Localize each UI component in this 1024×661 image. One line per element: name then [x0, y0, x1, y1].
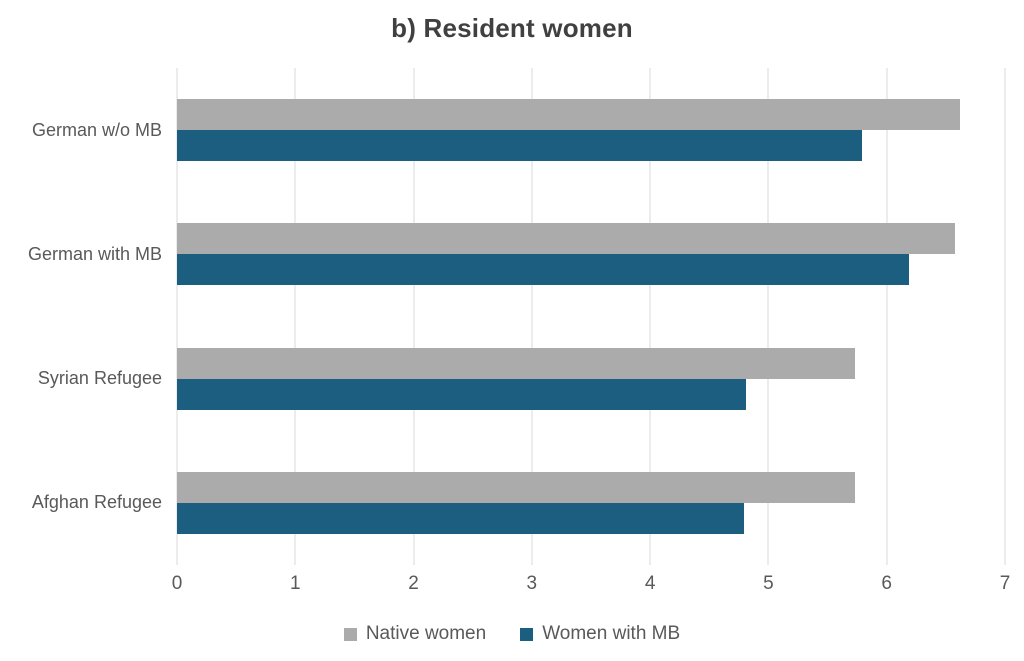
- legend-label: Women with MB: [542, 623, 681, 644]
- x-tick-label: 4: [644, 573, 656, 594]
- gridline: [413, 68, 415, 565]
- x-tick-label: 3: [526, 573, 538, 594]
- chart-title: b) Resident women: [391, 13, 633, 43]
- legend-item-native-women: Native women: [343, 623, 487, 645]
- category-row: German w/o MB: [32, 68, 1005, 192]
- gridline: [886, 68, 888, 565]
- category-label: German with MB: [27, 243, 162, 264]
- legend: Native women Women with MB: [0, 620, 1024, 648]
- bar-women-with-mb: [177, 502, 744, 534]
- bar-women-with-mb: [177, 130, 862, 162]
- category-row: German with MB: [28, 192, 1005, 316]
- category-label: German w/o MB: [31, 119, 162, 140]
- bar-women-with-mb: [177, 254, 910, 286]
- bar-native-women: [177, 471, 855, 503]
- legend-swatch-women-with-mb: [520, 627, 534, 641]
- category-label: Syrian Refugee: [37, 368, 162, 389]
- bar-native-women: [177, 223, 956, 255]
- bar-native-women: [177, 99, 961, 131]
- x-axis: 0 1 2 3 4 5 6 7: [172, 573, 1011, 599]
- gridline: [176, 68, 178, 565]
- gridline: [531, 68, 533, 565]
- gridline: [767, 68, 769, 565]
- category-label: Afghan Refugee: [31, 492, 162, 513]
- category-row: Syrian Refugee: [38, 317, 1005, 441]
- x-tick-label: 6: [881, 573, 892, 594]
- x-tick-label: 7: [999, 573, 1011, 594]
- legend-swatch-native-women: [343, 627, 357, 641]
- x-tick-label: 2: [408, 573, 419, 594]
- bar-women-with-mb: [177, 378, 746, 410]
- x-tick-label: 5: [763, 573, 774, 594]
- x-tick-label: 1: [289, 573, 301, 594]
- legend-label: Native women: [365, 623, 487, 644]
- plot-area: German w/o MB German with MB Syrian Refuge…: [28, 68, 1006, 565]
- gridline: [1004, 68, 1006, 565]
- x-tick-label: 0: [171, 573, 183, 594]
- gridline: [294, 68, 296, 565]
- category-row: Afghan Refugee: [32, 441, 1005, 565]
- bar-native-women: [177, 347, 855, 379]
- legend-item-women-with-mb: Women with MB: [520, 623, 680, 645]
- gridline: [649, 68, 651, 565]
